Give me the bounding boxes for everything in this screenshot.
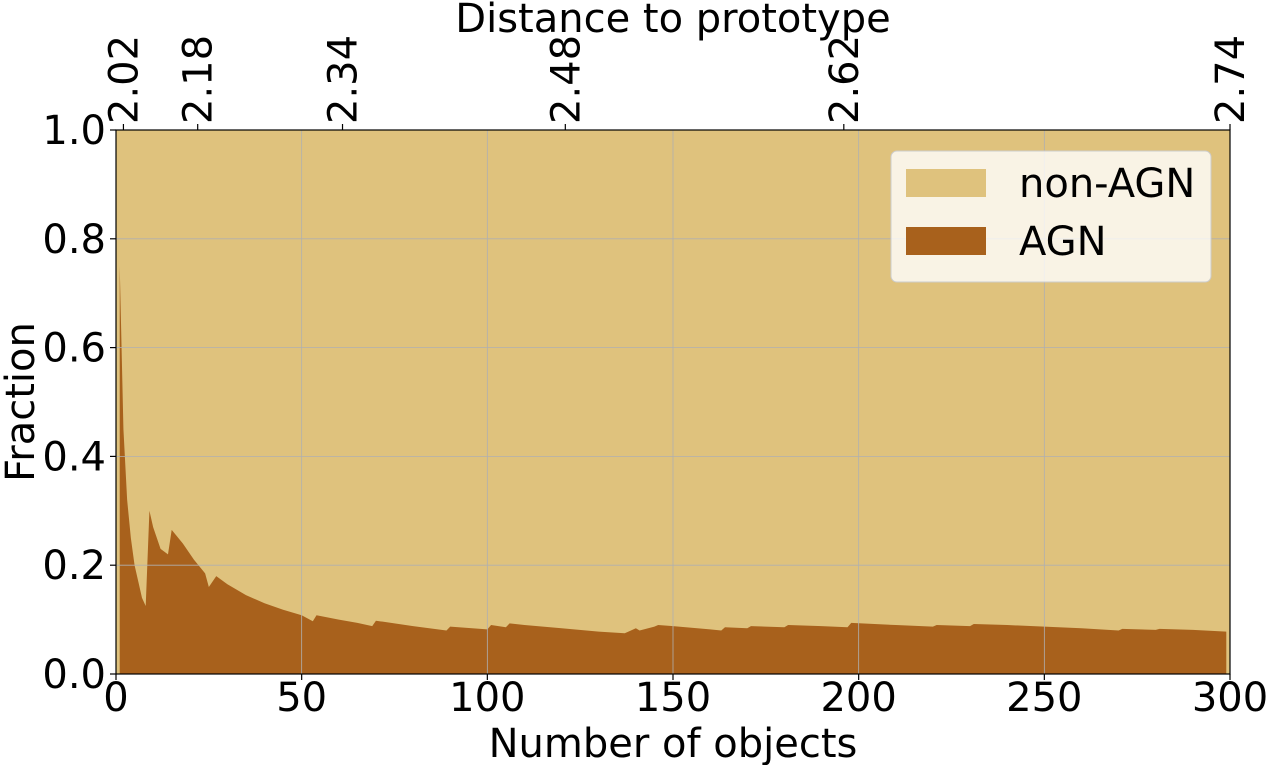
y-tick-label: 0.0	[42, 652, 106, 698]
y-tick-label: 0.8	[42, 217, 106, 263]
legend-label: non-AGN	[1019, 161, 1195, 207]
y-axis-title: Fraction	[0, 322, 44, 482]
x-axis-title: Number of objects	[489, 721, 858, 765]
x-tick-label: 0	[103, 675, 128, 721]
legend-swatch	[906, 169, 986, 197]
top-axis-title: Distance to prototype	[455, 0, 890, 42]
legend-swatch	[906, 227, 986, 255]
y-tick-label: 0.4	[42, 434, 106, 480]
x-tick-label: 50	[276, 675, 327, 721]
top-tick-label: 2.62	[822, 35, 868, 124]
top-tick-label: 2.18	[176, 35, 222, 124]
top-tick-label: 2.48	[543, 35, 589, 124]
top-tick-label: 2.02	[101, 35, 147, 124]
agn-area	[119, 266, 1227, 674]
y-tick-label: 0.6	[42, 326, 106, 372]
legend-label: AGN	[1019, 219, 1107, 265]
top-tick-label: 2.34	[321, 35, 367, 124]
x-tick-label: 300	[1192, 675, 1268, 721]
y-tick-label: 0.2	[42, 543, 106, 589]
x-tick-label: 200	[820, 675, 896, 721]
top-tick-label: 2.74	[1208, 35, 1254, 124]
y-tick-label: 1.0	[42, 108, 106, 154]
x-tick-label: 100	[449, 675, 525, 721]
x-tick-label: 250	[1006, 675, 1082, 721]
x-tick-label: 150	[635, 675, 711, 721]
